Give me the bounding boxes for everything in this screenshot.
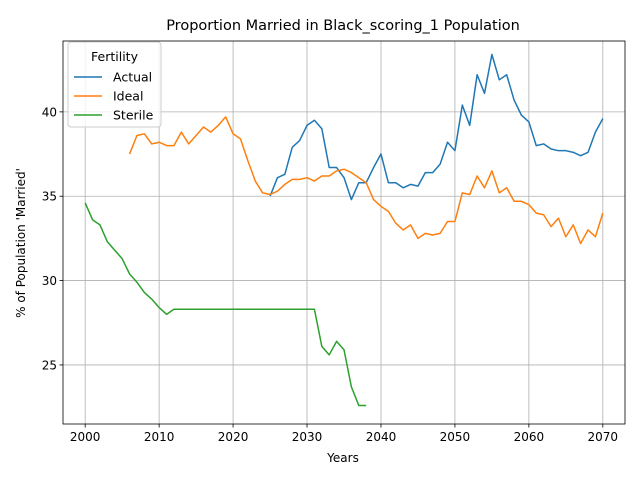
x-tick-label: 2010	[144, 430, 175, 444]
series-lines	[84, 53, 604, 407]
legend-box	[67, 41, 162, 128]
x-tick-label: 2070	[588, 430, 619, 444]
legend-label-ideal: Ideal	[113, 89, 143, 104]
x-tick-label: 2020	[218, 430, 249, 444]
y-axis-title: % of Population 'Married'	[14, 168, 28, 318]
x-tick-label: 2040	[366, 430, 397, 444]
legend: Fertility Actual Ideal Sterile	[67, 41, 162, 128]
legend-label-actual: Actual	[113, 70, 152, 85]
series-line-sterile	[84, 202, 367, 407]
legend-title: Fertility	[91, 49, 139, 64]
x-tick-label: 2000	[70, 430, 101, 444]
x-tick-label: 2030	[292, 430, 323, 444]
y-tick-label: 40	[42, 105, 57, 119]
y-tick-label: 25	[42, 358, 57, 372]
grid-lines	[63, 41, 625, 424]
plot-area-frame	[62, 40, 626, 425]
y-tick-label: 35	[42, 190, 57, 204]
y-tick-label: 30	[42, 274, 57, 288]
x-tick-label: 2060	[514, 430, 545, 444]
x-axis-title: Years	[326, 451, 359, 465]
chart-title: Proportion Married in Black_scoring_1 Po…	[166, 18, 520, 34]
legend-label-sterile: Sterile	[113, 108, 154, 123]
x-tick-label: 2050	[440, 430, 471, 444]
axis-ticks: 2000 2010 2020 2030 2040 2050 2060 2070 25 30 35 40	[42, 105, 618, 444]
series-line-actual	[269, 53, 604, 201]
series-line-ideal	[128, 116, 604, 245]
